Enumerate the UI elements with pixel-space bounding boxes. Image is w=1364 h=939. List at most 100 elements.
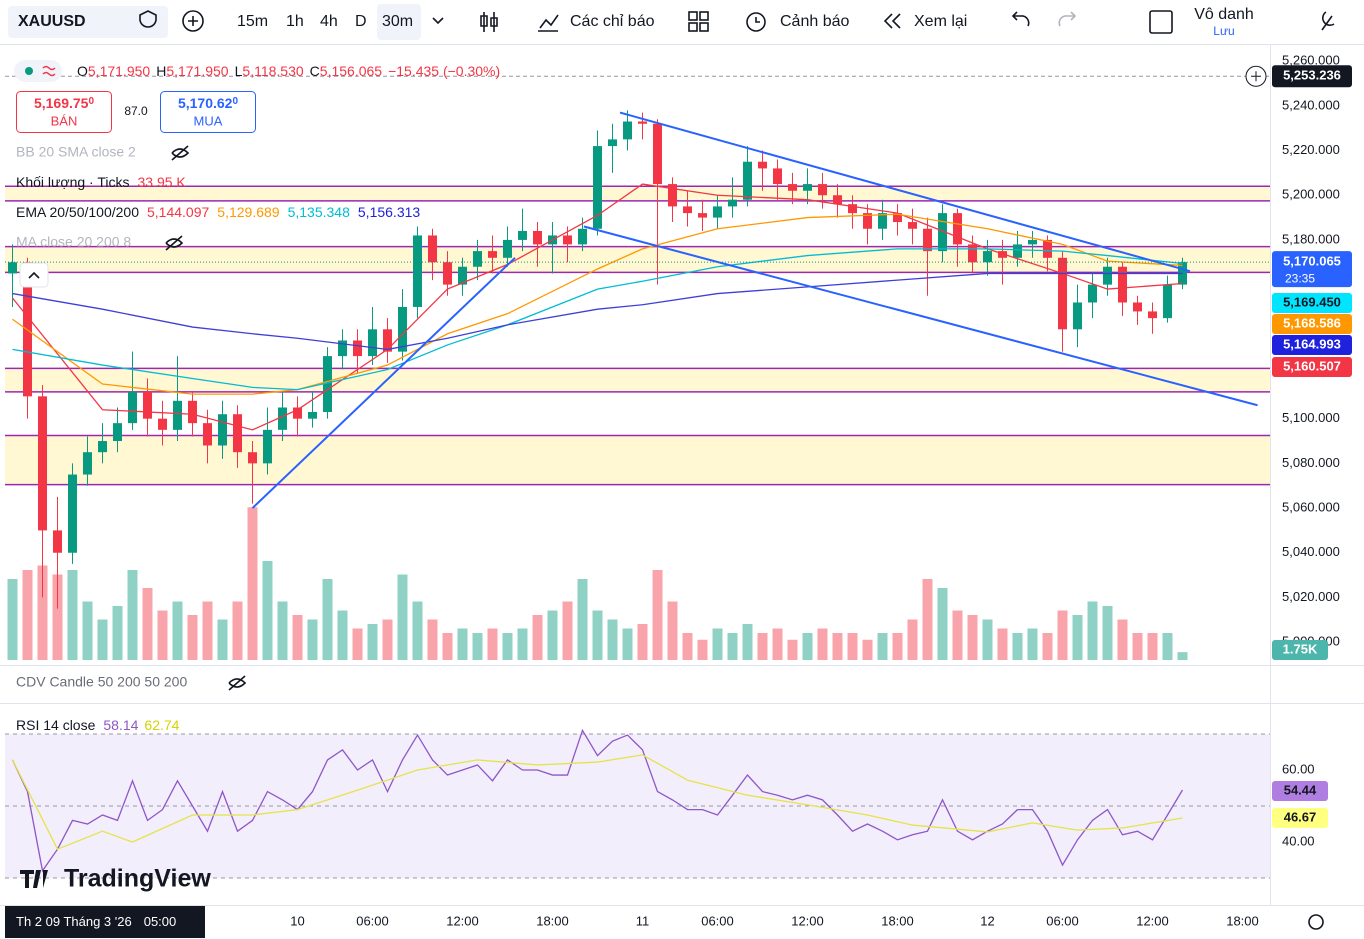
zone xyxy=(5,368,1270,392)
compare-icon[interactable] xyxy=(139,10,157,28)
symbol[interactable]: XAUUSD xyxy=(18,13,86,30)
legend-value: 5,171.950 xyxy=(166,63,228,79)
layout-icon xyxy=(699,11,709,21)
redo-icon[interactable] xyxy=(1058,11,1077,27)
undo-icon[interactable] xyxy=(1011,11,1030,27)
indicator-label[interactable]: RSI 14 close 58.14 62.74 xyxy=(16,717,180,733)
volume-bar xyxy=(1162,633,1173,660)
candle-body xyxy=(773,168,782,185)
volume-bar xyxy=(922,579,933,660)
volume-bar xyxy=(547,610,558,660)
ema-value: 5,156.313 xyxy=(358,204,420,220)
add-symbol-icon[interactable] xyxy=(182,10,204,32)
replay-icon[interactable] xyxy=(883,13,901,29)
indicator-label[interactable]: MA close 20 200 8 xyxy=(16,234,131,250)
collapse-button[interactable] xyxy=(19,262,49,288)
indicator-label[interactable]: BB 20 SMA close 2 xyxy=(16,144,136,160)
hidden-icon[interactable] xyxy=(171,145,190,161)
volume-badge xyxy=(1272,640,1328,660)
volume-bar xyxy=(457,628,468,660)
brand[interactable]: TradingView xyxy=(64,865,211,893)
volume-bar xyxy=(442,633,453,660)
interval[interactable]: 4h xyxy=(320,13,338,30)
rsi-label: RSI 14 close xyxy=(16,717,96,733)
add-alert-plus xyxy=(1251,71,1261,82)
buy-label[interactable]: MUA xyxy=(194,113,223,128)
candle-body xyxy=(983,251,992,263)
indicators-button[interactable]: Các chỉ báo xyxy=(570,13,655,30)
buy-price[interactable]: 5,170.620 xyxy=(178,95,239,111)
volume-bar xyxy=(802,633,813,660)
replay-button[interactable]: Xem lại xyxy=(914,13,967,30)
alert-icon[interactable] xyxy=(746,12,766,32)
candle-body xyxy=(428,235,437,263)
indicator-label[interactable]: CDV Candle 50 200 50 200 xyxy=(16,674,187,690)
volume-bar xyxy=(772,628,783,660)
candle-body xyxy=(923,228,932,252)
sell-button[interactable] xyxy=(16,91,112,133)
layout-save-icon[interactable] xyxy=(1149,10,1173,34)
indicators-icon[interactable] xyxy=(538,14,559,32)
sell-label[interactable]: BÁN xyxy=(51,113,78,128)
volume-bar xyxy=(637,624,648,660)
candle-body xyxy=(278,407,287,430)
candle-body xyxy=(1073,302,1082,330)
interval[interactable]: 30m xyxy=(382,13,413,30)
volume-bar xyxy=(607,619,618,660)
candle-body xyxy=(818,184,827,196)
x-tick-label: 18:00 xyxy=(1226,913,1259,928)
alerts-button[interactable]: Cảnh báo xyxy=(780,13,849,30)
chart-type-icon[interactable] xyxy=(480,12,498,32)
candle-body xyxy=(248,452,257,464)
price-badge-text: 5,164.993 xyxy=(1283,336,1341,351)
interval-dropdown[interactable] xyxy=(432,17,444,25)
overlay: O5,171.950 H5,171.950 L5,118.530 C5,156.065… xyxy=(5,53,1352,938)
volume-bar xyxy=(1012,633,1023,660)
trend-line xyxy=(619,111,1191,273)
last-price-badge xyxy=(1272,251,1352,288)
candle-body xyxy=(188,400,197,424)
x-tick-label: 18:00 xyxy=(881,913,914,928)
volume-bar xyxy=(307,619,318,660)
settings-icon[interactable] xyxy=(1308,914,1324,930)
buy-button[interactable] xyxy=(160,91,256,133)
indicator-label[interactable]: EMA 20/50/100/200 5,144.097 5,129.689 5,135… xyxy=(16,204,420,220)
candle-body xyxy=(608,139,617,147)
save-link[interactable]: Lưu xyxy=(1213,24,1234,38)
candle-body xyxy=(833,195,842,205)
symbol-box[interactable] xyxy=(8,6,168,38)
interval[interactable]: 15m xyxy=(237,13,268,30)
candle-body xyxy=(743,161,752,200)
candle-body xyxy=(53,530,62,553)
volume-bar xyxy=(832,633,843,660)
volume-bar xyxy=(652,570,663,660)
buy-price-sup: 0 xyxy=(232,96,238,107)
interval[interactable]: D xyxy=(355,13,367,30)
account-name[interactable]: Vô danh xyxy=(1194,6,1254,23)
candle-body xyxy=(1118,266,1127,303)
market-open-dot xyxy=(25,67,33,75)
volume-bar xyxy=(892,633,903,660)
hidden-icon[interactable] xyxy=(165,235,184,251)
layout-icon[interactable] xyxy=(688,11,698,21)
hidden-icon[interactable] xyxy=(228,675,247,691)
logo-mark xyxy=(20,870,48,888)
volume-bar xyxy=(1117,619,1128,660)
candle-body xyxy=(353,340,362,357)
price-badge xyxy=(1272,65,1352,88)
volume-bar xyxy=(112,606,123,660)
volume-bar xyxy=(22,570,33,660)
status-pill[interactable] xyxy=(14,60,62,82)
volume-bar xyxy=(982,619,993,660)
candle-body xyxy=(788,184,797,191)
quick-search-icon[interactable] xyxy=(1321,11,1335,31)
legend-value: 5,156.065 xyxy=(320,63,382,79)
date-badge-text: Th 2 09 Tháng 3 '26 05:00 xyxy=(16,914,176,929)
volume-bar xyxy=(622,628,633,660)
indicator-label[interactable]: Khối lượng · Ticks 33.95 K xyxy=(16,174,186,190)
x-tick-label: 18:00 xyxy=(536,913,569,928)
interval[interactable]: 1h xyxy=(286,13,304,30)
sell-price[interactable]: 5,169.750 xyxy=(34,95,95,111)
legend-label: O xyxy=(77,63,88,79)
candle-body xyxy=(668,184,677,207)
